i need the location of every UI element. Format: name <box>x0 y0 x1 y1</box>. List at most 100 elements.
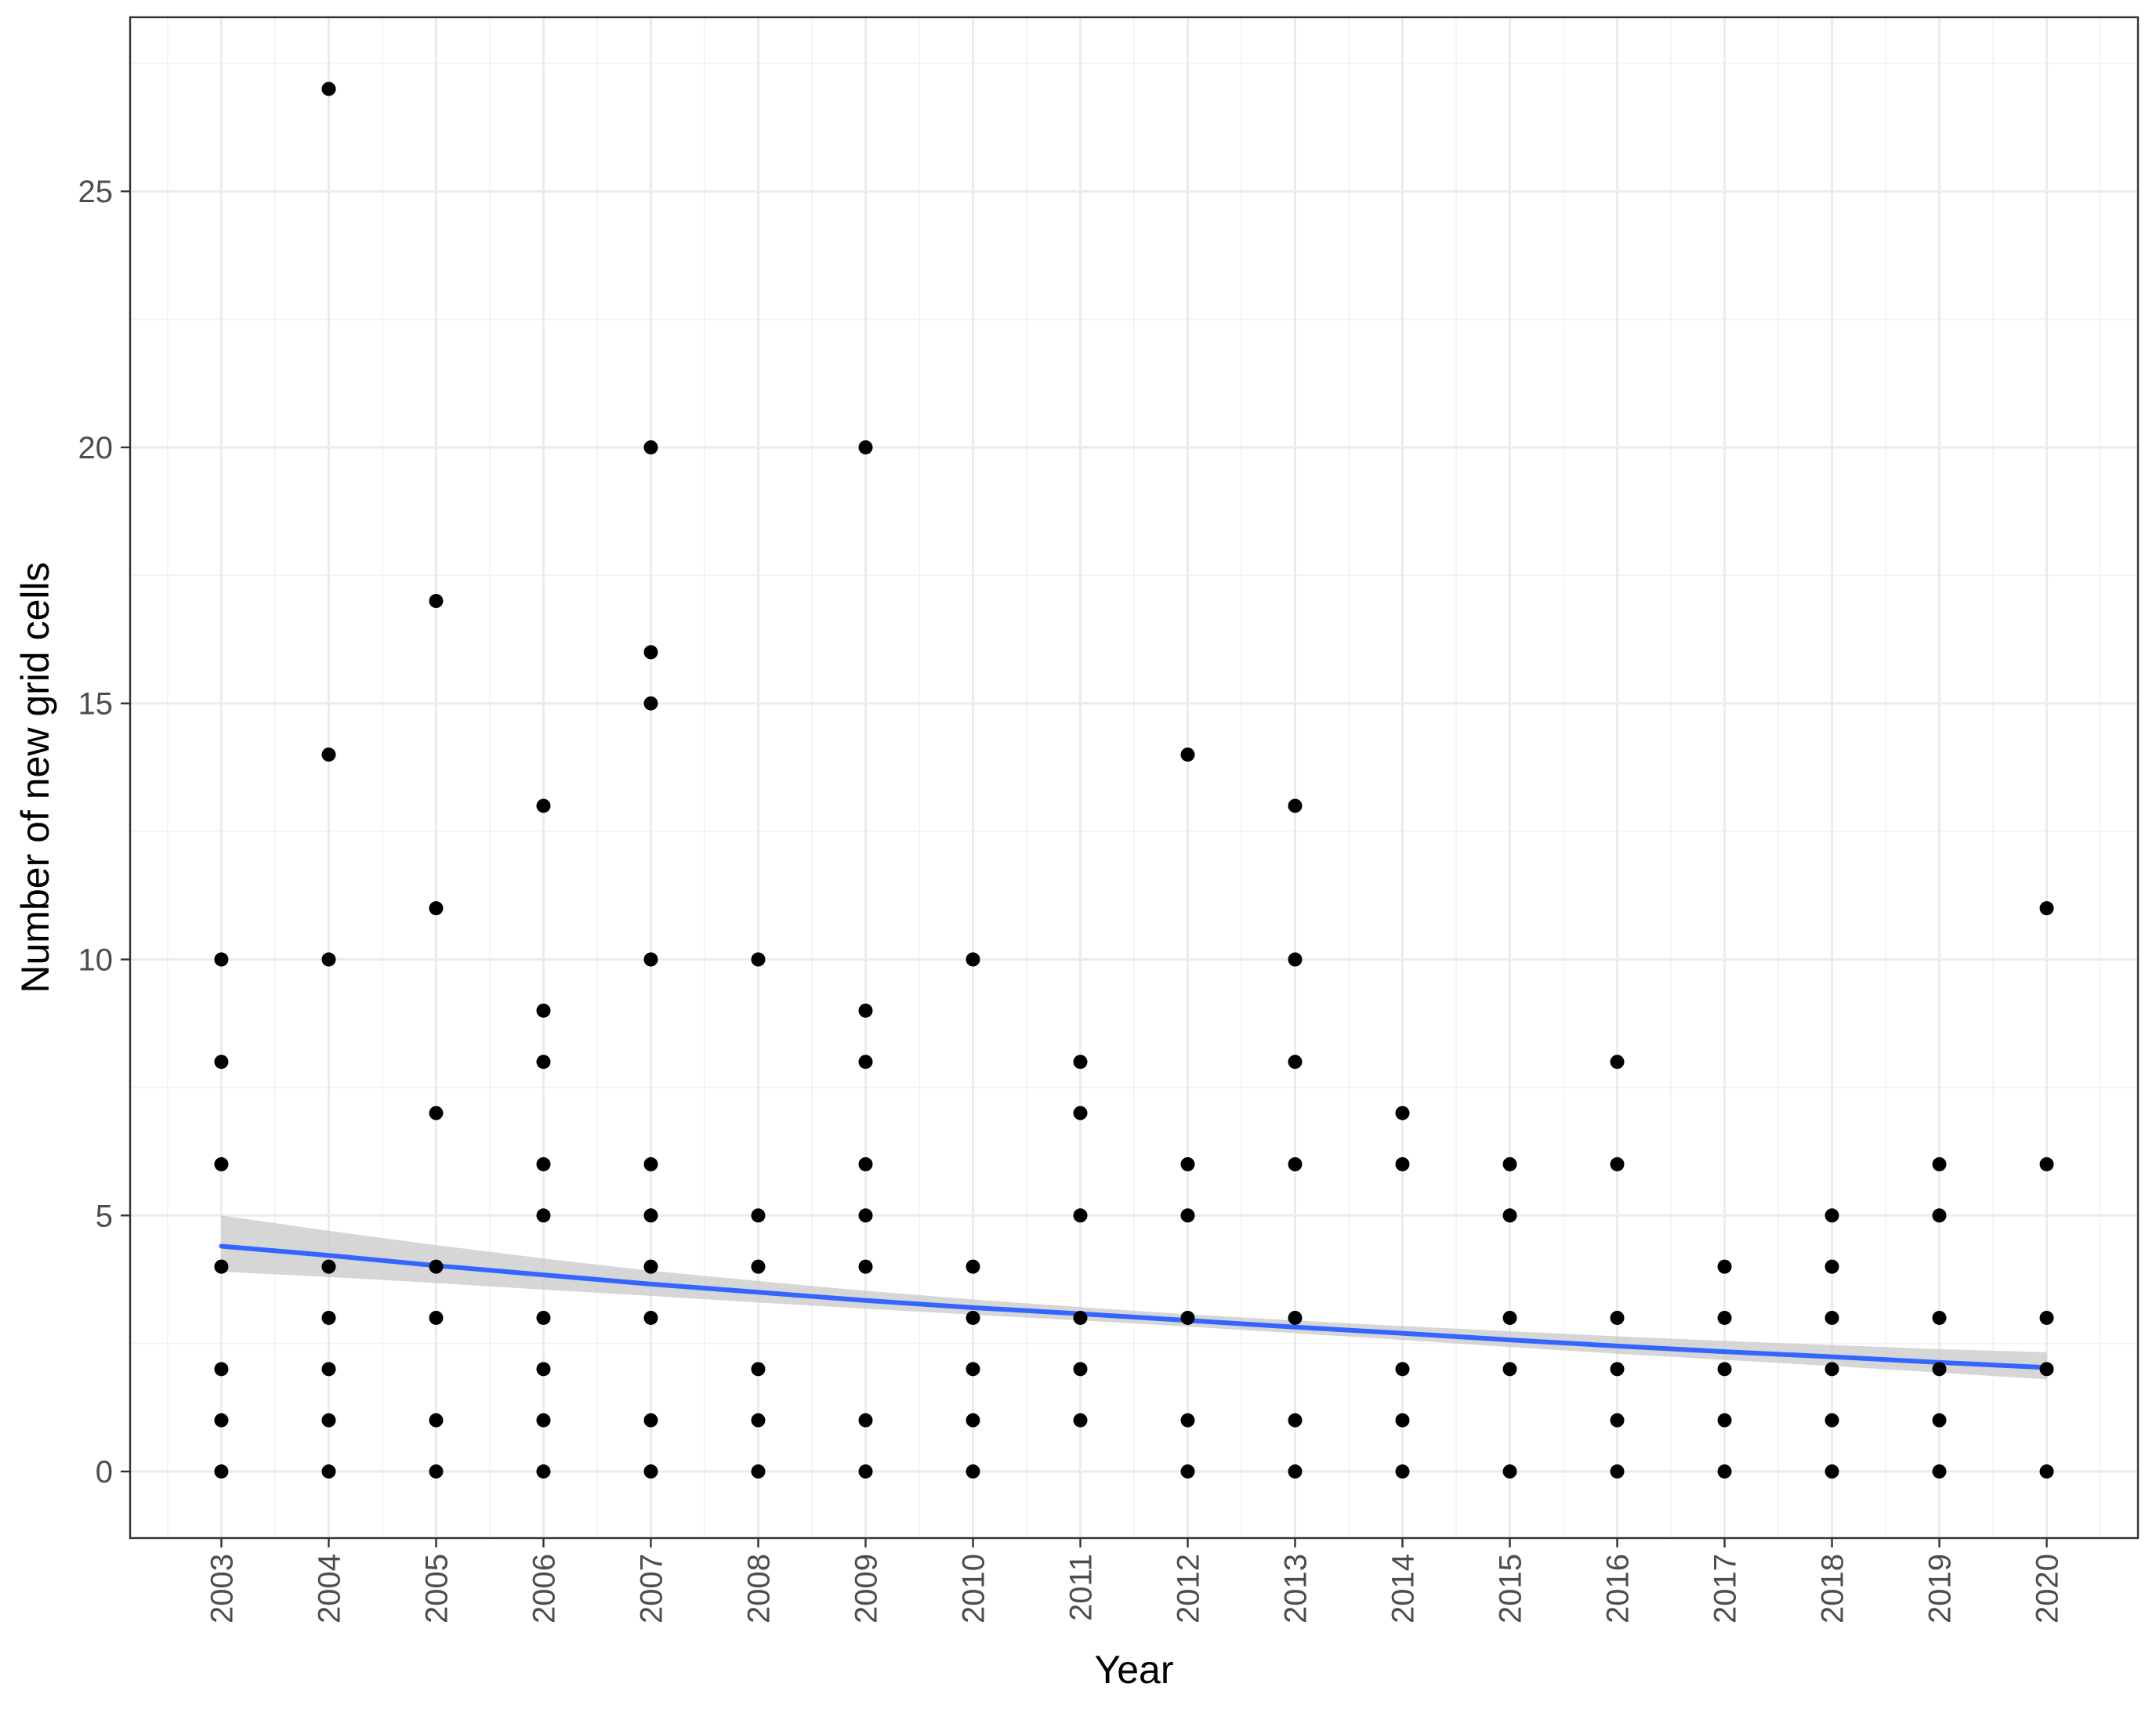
y-tick-label: 20 <box>78 431 114 465</box>
data-point <box>536 1055 551 1070</box>
data-point <box>1288 1310 1303 1325</box>
x-tick-label: 2005 <box>419 1554 454 1623</box>
data-point <box>858 1464 873 1479</box>
x-tick-label: 2009 <box>849 1554 883 1623</box>
data-point <box>1932 1208 1947 1223</box>
data-point <box>858 1156 873 1171</box>
x-tick-label: 2006 <box>527 1554 561 1623</box>
y-tick-label: 10 <box>78 943 114 978</box>
data-point <box>1932 1156 1947 1171</box>
data-point <box>643 1259 658 1274</box>
data-point <box>643 952 658 967</box>
data-point <box>536 1003 551 1018</box>
x-tick-label: 2008 <box>741 1554 776 1623</box>
data-point <box>1824 1413 1839 1428</box>
trend-line <box>219 1243 2049 1370</box>
data-point <box>1073 1310 1088 1325</box>
axes: 2003 2004 2005 2006 2007 2008 2009 2010 2011 2012… <box>78 175 2065 1623</box>
data-point <box>751 1464 766 1479</box>
data-point <box>1717 1259 1732 1274</box>
data-point <box>966 1362 980 1377</box>
data-point <box>751 1413 766 1428</box>
data-point <box>536 1464 551 1479</box>
data-point <box>1610 1055 1625 1070</box>
x-tick-label: 2014 <box>1386 1554 1421 1623</box>
x-tick-label: 2017 <box>1708 1554 1743 1623</box>
data-point <box>2039 1156 2054 1171</box>
data-point <box>321 952 336 967</box>
data-point <box>1610 1156 1625 1171</box>
data-point <box>1610 1310 1625 1325</box>
data-point <box>1288 952 1303 967</box>
data-point <box>321 1310 336 1325</box>
data-point <box>643 696 658 711</box>
data-point <box>214 952 229 967</box>
gridlines <box>130 17 2138 1538</box>
x-axis-title: Year <box>1094 1648 1173 1692</box>
data-point <box>751 1208 766 1223</box>
data-point <box>643 645 658 660</box>
data-point <box>429 594 444 609</box>
data-point <box>214 1362 229 1377</box>
data-point <box>536 1208 551 1223</box>
data-point <box>1073 1055 1088 1070</box>
data-point <box>966 1310 980 1325</box>
x-tick-label: 2004 <box>312 1554 346 1623</box>
data-point <box>429 1259 444 1274</box>
data-point <box>429 901 444 916</box>
data-point <box>643 1413 658 1428</box>
x-tick-label: 2019 <box>1923 1554 1958 1623</box>
data-point <box>429 1310 444 1325</box>
data-point <box>1932 1413 1947 1428</box>
data-point <box>1395 1362 1410 1377</box>
data-point <box>2039 901 2054 916</box>
data-point <box>1288 1413 1303 1428</box>
data-point <box>1180 1156 1195 1171</box>
data-point <box>643 1310 658 1325</box>
data-point <box>1717 1362 1732 1377</box>
data-point <box>1932 1362 1947 1377</box>
data-point <box>2039 1464 2054 1479</box>
y-tick-label: 0 <box>96 1455 113 1489</box>
data-point <box>2039 1310 2054 1325</box>
data-point <box>1288 1055 1303 1070</box>
data-point <box>966 1259 980 1274</box>
data-point <box>1073 1413 1088 1428</box>
data-point <box>429 1464 444 1479</box>
x-tick-label: 2011 <box>1064 1554 1098 1621</box>
trend-line-layer <box>219 1243 2049 1370</box>
data-point <box>1395 1106 1410 1120</box>
data-point <box>321 81 336 96</box>
data-point <box>321 1413 336 1428</box>
data-point <box>858 1003 873 1018</box>
data-point <box>1073 1208 1088 1223</box>
x-tick-label: 2010 <box>956 1554 991 1623</box>
data-point <box>751 1259 766 1274</box>
data-point <box>751 1362 766 1377</box>
x-tick-label: 2013 <box>1279 1554 1314 1623</box>
data-point <box>1610 1413 1625 1428</box>
data-point <box>1073 1106 1088 1120</box>
data-point <box>1502 1464 1517 1479</box>
data-point <box>1824 1208 1839 1223</box>
data-point <box>1395 1156 1410 1171</box>
data-point <box>1717 1310 1732 1325</box>
data-point <box>214 1413 229 1428</box>
data-point <box>966 1464 980 1479</box>
data-point <box>858 1413 873 1428</box>
data-point <box>321 747 336 762</box>
data-point <box>214 1055 229 1070</box>
data-point <box>643 1464 658 1479</box>
data-point <box>858 1259 873 1274</box>
data-point <box>1824 1310 1839 1325</box>
data-point <box>321 1259 336 1274</box>
x-tick-label: 2012 <box>1172 1554 1206 1623</box>
data-point <box>536 1362 551 1377</box>
data-point <box>1610 1464 1625 1479</box>
data-point <box>1932 1310 1947 1325</box>
data-point <box>1502 1156 1517 1171</box>
data-point <box>1180 747 1195 762</box>
data-point <box>751 952 766 967</box>
y-axis-title: Number of new grid cells <box>13 562 57 993</box>
data-point <box>1288 1464 1303 1479</box>
